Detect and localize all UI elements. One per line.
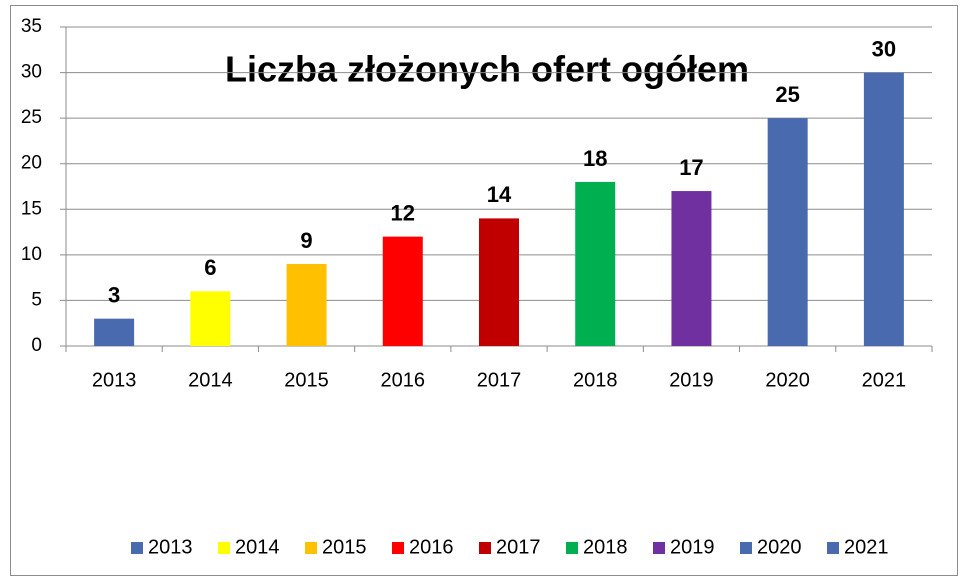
data-label: 25 xyxy=(775,82,799,107)
legend-label: 2015 xyxy=(322,536,367,558)
data-label: 14 xyxy=(487,182,512,207)
y-tick-label: 25 xyxy=(21,107,42,128)
y-tick-label: 10 xyxy=(21,244,42,265)
legend-swatch xyxy=(566,542,578,554)
legend-swatch xyxy=(827,542,839,554)
data-label: 9 xyxy=(300,228,312,253)
bar xyxy=(94,318,135,346)
legend-label: 2021 xyxy=(844,536,889,558)
x-tick-label: 2014 xyxy=(188,369,233,391)
legend-label: 2016 xyxy=(409,536,454,558)
data-label: 3 xyxy=(108,282,120,307)
legend-swatch xyxy=(131,542,143,554)
x-tick-label: 2013 xyxy=(92,369,137,391)
y-tick-label: 0 xyxy=(31,335,42,356)
bar xyxy=(190,291,231,346)
bar xyxy=(671,191,712,346)
legend-swatch xyxy=(479,542,491,554)
y-tick-label: 5 xyxy=(31,289,42,310)
y-tick-label: 30 xyxy=(21,62,42,83)
bar xyxy=(863,72,904,347)
x-tick-label: 2018 xyxy=(573,369,618,391)
bar xyxy=(575,181,616,346)
data-label: 30 xyxy=(872,36,896,61)
x-tick-label: 2017 xyxy=(477,369,522,391)
data-label: 12 xyxy=(391,200,415,225)
legend-swatch xyxy=(653,542,665,554)
legend-label: 2019 xyxy=(670,536,715,558)
data-label: 18 xyxy=(583,146,607,171)
bar xyxy=(286,263,327,346)
data-label: 6 xyxy=(204,255,216,280)
x-tick-label: 2020 xyxy=(765,369,810,391)
legend-label: 2013 xyxy=(148,536,193,558)
bar xyxy=(382,236,423,346)
bar xyxy=(767,118,808,347)
chart-title: Liczba złożonych ofert ogółem xyxy=(225,49,749,90)
legend-label: 2017 xyxy=(496,536,541,558)
y-tick-label: 20 xyxy=(21,153,42,174)
legend-label: 2018 xyxy=(583,536,628,558)
legend-swatch xyxy=(218,542,230,554)
bar xyxy=(479,218,519,346)
legend-swatch xyxy=(392,542,404,554)
legend-label: 2020 xyxy=(757,536,802,558)
legend-swatch xyxy=(305,542,317,554)
legend-label: 2014 xyxy=(235,536,280,558)
x-tick-label: 2016 xyxy=(381,369,426,391)
y-tick-label: 15 xyxy=(21,198,42,219)
x-tick-label: 2019 xyxy=(669,369,714,391)
data-label: 17 xyxy=(679,155,703,180)
y-tick-label: 35 xyxy=(21,16,42,37)
x-tick-label: 2021 xyxy=(862,369,907,391)
x-tick-label: 2015 xyxy=(284,369,329,391)
legend-swatch xyxy=(740,542,752,554)
